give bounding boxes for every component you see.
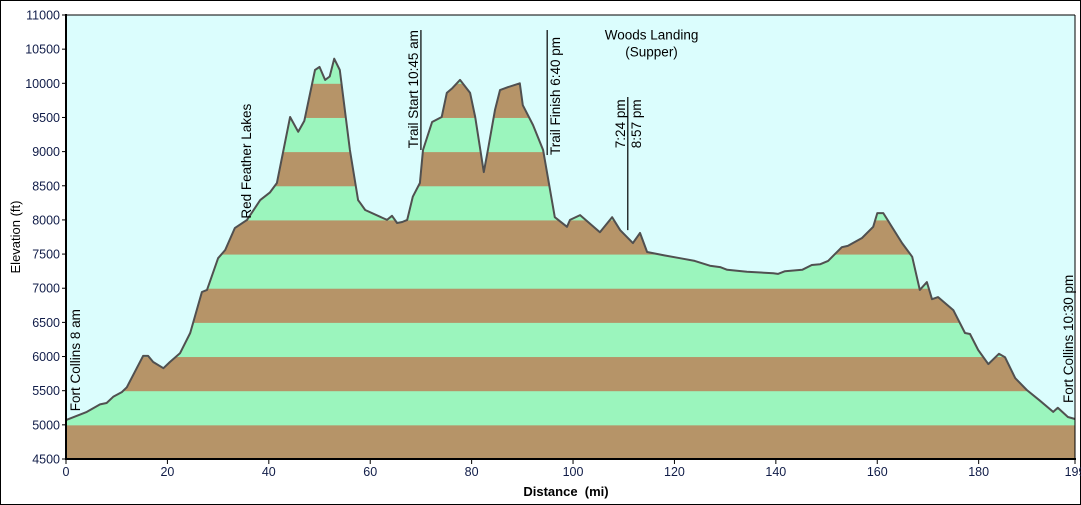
- annotation-label: 7:24 pm: [613, 99, 628, 148]
- y-tick-label: 6500: [32, 316, 60, 330]
- plot-area: [65, 15, 1076, 459]
- y-tick-label: 8000: [32, 213, 60, 227]
- y-tick-label: 7500: [32, 248, 60, 262]
- axes: 4500 5000 5500 6000 6500 7000 7500 8000 8500 9000…: [25, 9, 1081, 480]
- y-tick-label: 7000: [32, 282, 60, 296]
- y-axis-title: Elevation (ft): [8, 201, 23, 274]
- annotation-label: Red Feather Lakes: [239, 104, 254, 219]
- annotation-label: Woods Landing: [605, 28, 699, 43]
- x-tick-label: 80: [465, 465, 479, 479]
- elevation-band: [66, 390, 1075, 426]
- annotation-label: 8:57 pm: [629, 99, 644, 148]
- y-tick-label: 8500: [32, 179, 60, 193]
- y-tick-label: 4500: [32, 453, 60, 467]
- elevation-band: [66, 356, 1075, 392]
- annotation-label: Trail Start 10:45 am: [406, 30, 421, 148]
- y-tick-label: 10000: [25, 77, 60, 91]
- x-tick-label: 20: [160, 465, 174, 479]
- annotation-label: Fort Collins 10:30 pm: [1061, 275, 1076, 403]
- y-tick-label: 10500: [25, 43, 60, 57]
- x-tick-label: 160: [867, 465, 888, 479]
- elevation-band: [66, 254, 1075, 289]
- y-tick-label: 6000: [32, 350, 60, 364]
- annotations: Fort Collins 8 am Red Feather Lakes Trail …: [68, 28, 1076, 412]
- x-tick-label: 0: [63, 465, 70, 479]
- elevation-band: [66, 424, 1075, 459]
- y-tick-label: 11000: [26, 9, 60, 23]
- annotation-label: Trail Finish 6:40 pm: [548, 37, 563, 155]
- y-tick-label: 9000: [32, 145, 60, 159]
- elevation-band: [66, 288, 1075, 323]
- y-tick-label: 5500: [32, 384, 60, 398]
- elevation-band: [66, 322, 1075, 358]
- x-tick-label: 180: [968, 465, 989, 479]
- x-tick-label: 40: [262, 465, 276, 479]
- x-tick-label: 60: [363, 465, 377, 479]
- x-tick-label: 199: [1065, 465, 1081, 479]
- x-tick-label: 120: [664, 465, 685, 479]
- x-axis-title: Distance (mi): [523, 484, 608, 499]
- annotation-label: Fort Collins 8 am: [68, 309, 83, 411]
- x-tick-label: 140: [765, 465, 786, 479]
- y-tick-label: 9500: [32, 111, 60, 125]
- elevation-line: [65, 57, 1076, 422]
- x-tick-label: 100: [563, 465, 584, 479]
- annotation-label: (Supper): [625, 45, 678, 60]
- y-tick-label: 5000: [32, 418, 60, 432]
